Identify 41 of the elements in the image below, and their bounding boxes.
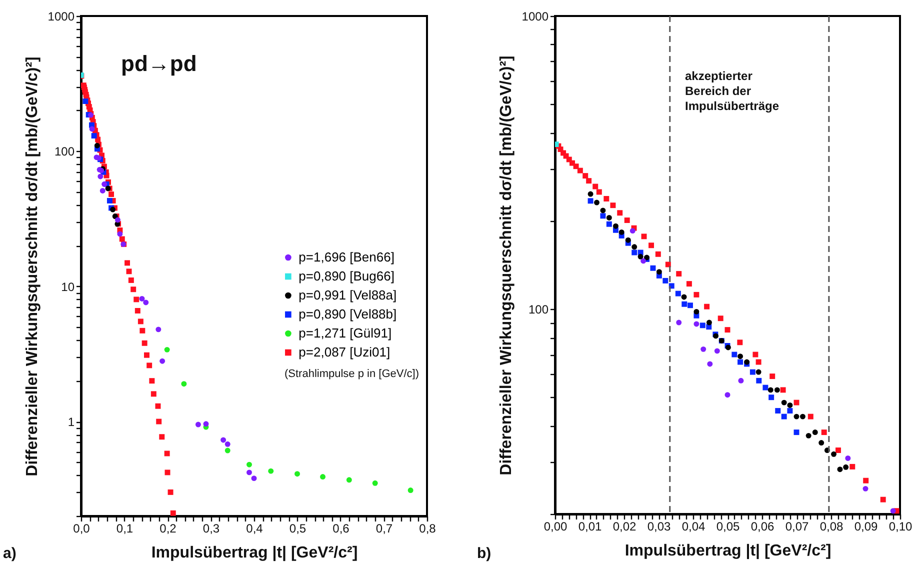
x-tick-label: 0,05 — [716, 520, 740, 534]
y-axis-title: Differenzieller Wirkungsquerschnitt dσ/dt [mb/(GeV/c)²] — [498, 56, 515, 476]
y-tick-label: 100 — [54, 144, 75, 159]
y-axis-title: Differenzieller Wirkungsquerschnitt dσ/dt [mb/(GeV/c)²] — [24, 56, 41, 476]
legend-label: p=0,890 [Vel88b] — [298, 306, 397, 322]
x-tick-label: 0,00 — [544, 520, 568, 534]
legend-label: p=0,991 [Vel88a] — [298, 288, 397, 302]
text: b) — [477, 545, 492, 562]
legend-label: p=1,271 [Gül91] — [298, 326, 392, 340]
x-tick-label: 0,4 — [246, 522, 264, 536]
x-tick-label: 0,03 — [647, 520, 671, 534]
x-tick-label: 0,8 — [419, 522, 436, 536]
y-tick-label: 100 — [528, 302, 549, 317]
x-tick-label: 0,7 — [376, 522, 393, 536]
x-tick-label: 0,04 — [682, 520, 706, 534]
x-tick-label: 0,01 — [578, 520, 602, 534]
x-tick-label: 0,5 — [289, 522, 306, 536]
x-tick-label: 0,6 — [332, 522, 350, 536]
y-tick-label: 10 — [61, 280, 75, 294]
x-tick-label: 0,3 — [202, 522, 220, 536]
x-axis-title: Impulsübertrag |t| [GeV²/c²] — [624, 542, 832, 560]
x-axis-title: Impulsübertrag |t| [GeV²/c²] — [151, 544, 358, 562]
legend-label: p=1,696 [Ben66] — [298, 250, 394, 264]
legend-label: p=0,890 [Bug66] — [298, 268, 394, 284]
x-tick-label: 0,08 — [820, 520, 844, 534]
x-tick-label: 0,06 — [750, 520, 774, 534]
y-tick-label: 1000 — [48, 10, 75, 24]
y-tick-label: 1000 — [522, 10, 549, 24]
x-tick-label: 0,07 — [785, 520, 809, 534]
text: a) — [3, 545, 16, 562]
x-tick-label: 0,1 — [116, 522, 134, 536]
annotation: akzeptierter Bereich der Impulsüberträge — [685, 69, 780, 113]
y-tick-label: 1 — [68, 415, 75, 430]
legend-label: p=2,087 [Uzi01] — [298, 344, 390, 360]
x-tick-label: 0,09 — [854, 520, 878, 534]
x-tick-label: 0,0 — [73, 522, 90, 536]
x-tick-label: 0,2 — [160, 522, 177, 536]
annotation: pd→pd — [121, 51, 197, 76]
x-tick-label: 0,02 — [612, 520, 636, 534]
annotation: (Strahlimpulse p in [GeV/c]) — [284, 368, 419, 380]
x-tick-label: 0,10 — [888, 520, 912, 534]
